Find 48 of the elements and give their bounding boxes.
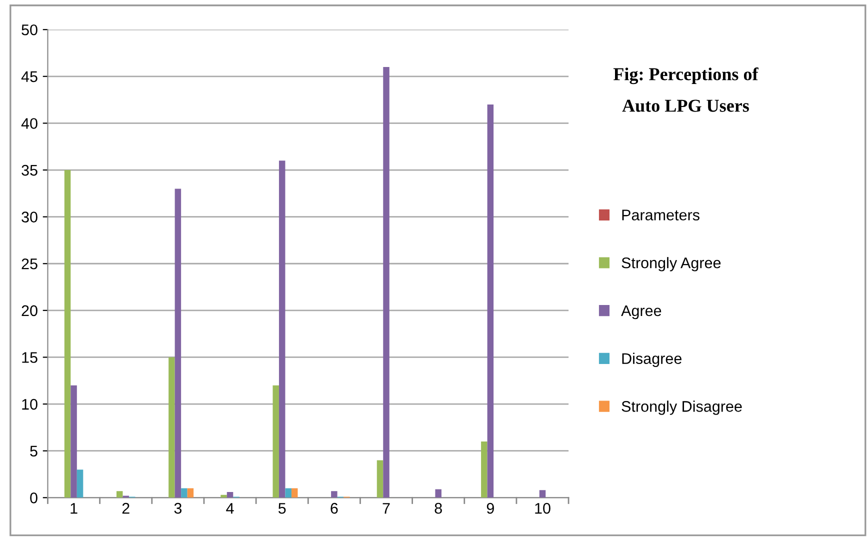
x-tick-label: 2 (122, 502, 130, 514)
y-tick-label: 0 (30, 492, 38, 504)
legend-label: Strongly Agree (622, 257, 721, 272)
bar (116, 491, 123, 498)
y-tick-label: 40 (21, 118, 38, 129)
bar (331, 491, 338, 498)
y-tick-label: 35 (22, 164, 38, 176)
legend-label: Strongly Disagree (622, 400, 742, 415)
bar (487, 104, 494, 498)
bar (383, 67, 390, 498)
bar (174, 188, 182, 498)
bar (70, 385, 77, 498)
bar (278, 160, 286, 498)
y-tick-label: 15 (22, 352, 38, 363)
bar (435, 489, 442, 498)
y-tick-label: 30 (22, 212, 38, 222)
x-tick-label: 3 (174, 502, 182, 514)
y-tick-label: 20 (22, 305, 38, 316)
y-tick-label: 25 (22, 258, 38, 270)
bar (226, 492, 234, 498)
x-tick-label: 5 (278, 503, 286, 514)
bar (187, 488, 194, 498)
x-tick-label: 8 (434, 502, 442, 514)
x-tick-label: 4 (226, 503, 234, 514)
bar (376, 460, 384, 498)
bar (481, 441, 488, 498)
x-tick-label: 10 (535, 502, 550, 514)
x-tick-label: 1 (70, 503, 78, 514)
y-tick-label: 5 (30, 446, 38, 457)
x-tick-label: 6 (330, 502, 338, 514)
legend-label: Agree (621, 305, 662, 320)
bar (539, 490, 546, 498)
y-tick-label: 10 (22, 398, 38, 410)
bar (181, 488, 188, 498)
legend-label: Parameters (622, 210, 700, 220)
x-tick-label: 7 (382, 503, 390, 514)
bar (168, 357, 175, 498)
text: Fig: Perceptions of Auto LPG Users (613, 67, 758, 112)
bar (76, 470, 84, 498)
bar (272, 385, 279, 498)
bar (285, 488, 292, 498)
bar (64, 170, 71, 498)
y-tick-label: 45 (21, 71, 38, 82)
y-tick-label: 50 (22, 24, 38, 36)
bar (291, 488, 298, 498)
x-tick-label: 9 (486, 502, 494, 514)
legend-label: Disagree (622, 352, 682, 368)
bar (220, 494, 227, 498)
